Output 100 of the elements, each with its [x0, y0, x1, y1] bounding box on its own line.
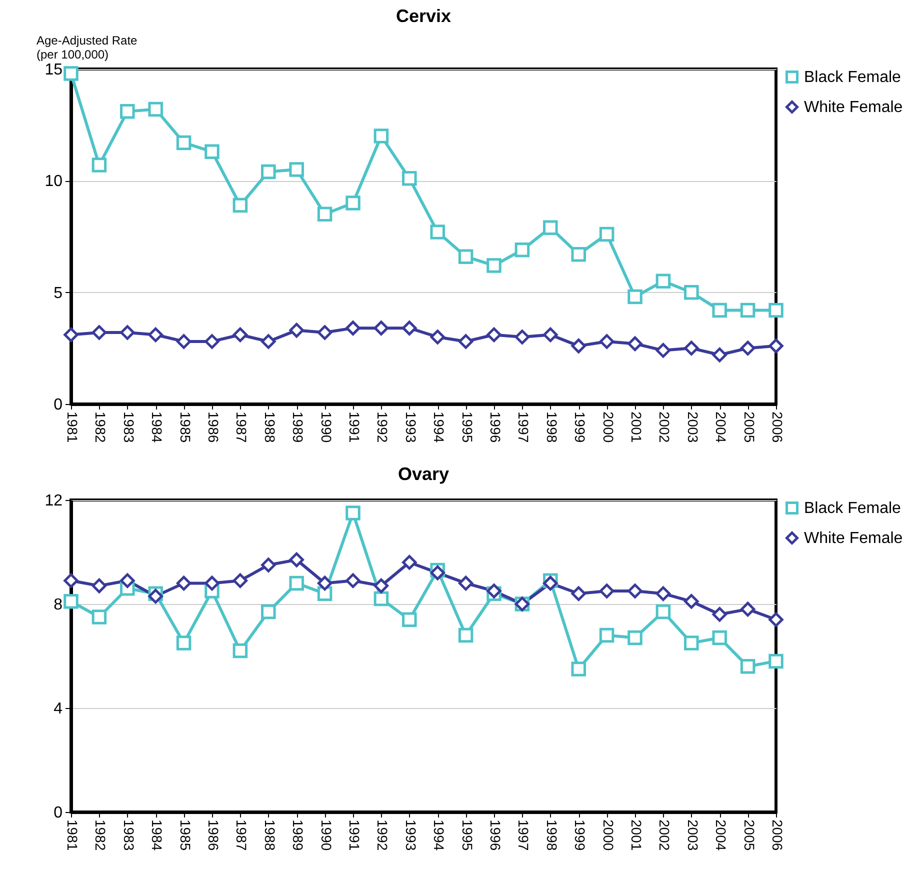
point [740, 302, 756, 318]
x-tick-label: 1992 [374, 412, 391, 443]
x-tick-label: 1992 [374, 820, 391, 851]
y-tick-label: 5 [54, 284, 63, 302]
point [204, 334, 220, 349]
x-tick-label: 2002 [656, 820, 673, 851]
point [374, 578, 389, 594]
legend-label: Black Female [804, 500, 902, 517]
point [712, 302, 727, 318]
x-tick-label: 1999 [572, 820, 588, 851]
point [232, 327, 248, 342]
x-tick-label: 1997 [516, 820, 532, 851]
legend-label: Black Female [804, 69, 902, 86]
x-tick-label: 1984 [149, 820, 166, 851]
point [204, 576, 220, 591]
point [712, 630, 727, 646]
x-tick-label: 1987 [234, 412, 250, 443]
x-tick-label: 2000 [600, 412, 616, 443]
point [64, 66, 78, 81]
x-tick-label: 1991 [346, 820, 362, 851]
y-tick-label: 15 [44, 62, 63, 78]
point [64, 594, 78, 609]
point [740, 340, 756, 356]
x-tick-label: 1982 [92, 820, 109, 851]
point [628, 630, 642, 646]
point [64, 327, 78, 342]
x-tick-label: 1982 [92, 412, 109, 443]
point [599, 628, 614, 643]
legend-label: White Female [804, 530, 903, 547]
x-tick-label: 1985 [177, 820, 194, 851]
point [317, 576, 332, 591]
point [656, 343, 671, 358]
point [543, 220, 558, 235]
x-tick-label: 1994 [431, 412, 448, 443]
point [92, 158, 107, 172]
y-tick-label: 12 [44, 492, 63, 510]
x-tick-label: 1985 [177, 412, 194, 443]
point [317, 325, 332, 340]
x-tick-label: 2003 [684, 412, 701, 443]
point [768, 338, 784, 354]
point [92, 610, 107, 624]
point [120, 573, 135, 588]
point [768, 302, 784, 318]
x-tick-label: 1993 [402, 820, 419, 851]
point [684, 284, 699, 300]
point [458, 628, 474, 643]
point [402, 320, 417, 336]
point [92, 325, 107, 340]
point [656, 604, 671, 620]
point [374, 591, 389, 606]
point [768, 612, 784, 627]
point [120, 104, 135, 119]
point [514, 330, 530, 344]
point [402, 612, 417, 627]
point [402, 171, 417, 186]
point [317, 586, 332, 601]
point [656, 274, 671, 289]
point [571, 586, 586, 601]
point [571, 338, 586, 354]
x-tick-label: 2004 [713, 820, 730, 851]
x-tick-label: 1998 [544, 820, 560, 851]
x-tick-label: 2005 [741, 820, 758, 851]
y-tick-label: 0 [54, 804, 63, 822]
point [740, 602, 756, 617]
x-tick-label: 1988 [262, 412, 278, 443]
point [599, 334, 614, 349]
x-tick-label: 1983 [120, 820, 137, 851]
point [684, 636, 699, 650]
point [543, 327, 558, 342]
point [92, 578, 107, 594]
x-tick-label: 1991 [346, 412, 362, 443]
x-tick-label: 2001 [628, 820, 644, 851]
point [232, 643, 248, 658]
point [599, 584, 614, 598]
point [232, 573, 248, 588]
legend-label: White Female [804, 99, 903, 116]
point [430, 330, 445, 344]
x-tick-label: 1981 [64, 820, 80, 851]
point [261, 558, 276, 572]
point [458, 576, 474, 591]
point [628, 584, 642, 598]
point [64, 573, 78, 588]
point [261, 604, 276, 620]
point [148, 588, 163, 604]
point [148, 327, 163, 342]
chart-title: Cervix [396, 6, 452, 26]
x-tick-label: 2005 [741, 412, 758, 443]
point [430, 224, 445, 240]
x-tick-label: 1989 [290, 820, 306, 851]
point [458, 249, 474, 264]
x-tick-label: 2003 [684, 820, 701, 851]
x-tick-label: 1996 [488, 412, 504, 443]
point [346, 506, 360, 520]
point [289, 552, 304, 568]
x-tick-label: 1995 [459, 820, 476, 851]
x-tick-label: 1999 [572, 412, 588, 443]
point [571, 246, 586, 262]
y-tick-label: 10 [44, 173, 63, 190]
point [346, 573, 360, 588]
point [176, 135, 192, 150]
